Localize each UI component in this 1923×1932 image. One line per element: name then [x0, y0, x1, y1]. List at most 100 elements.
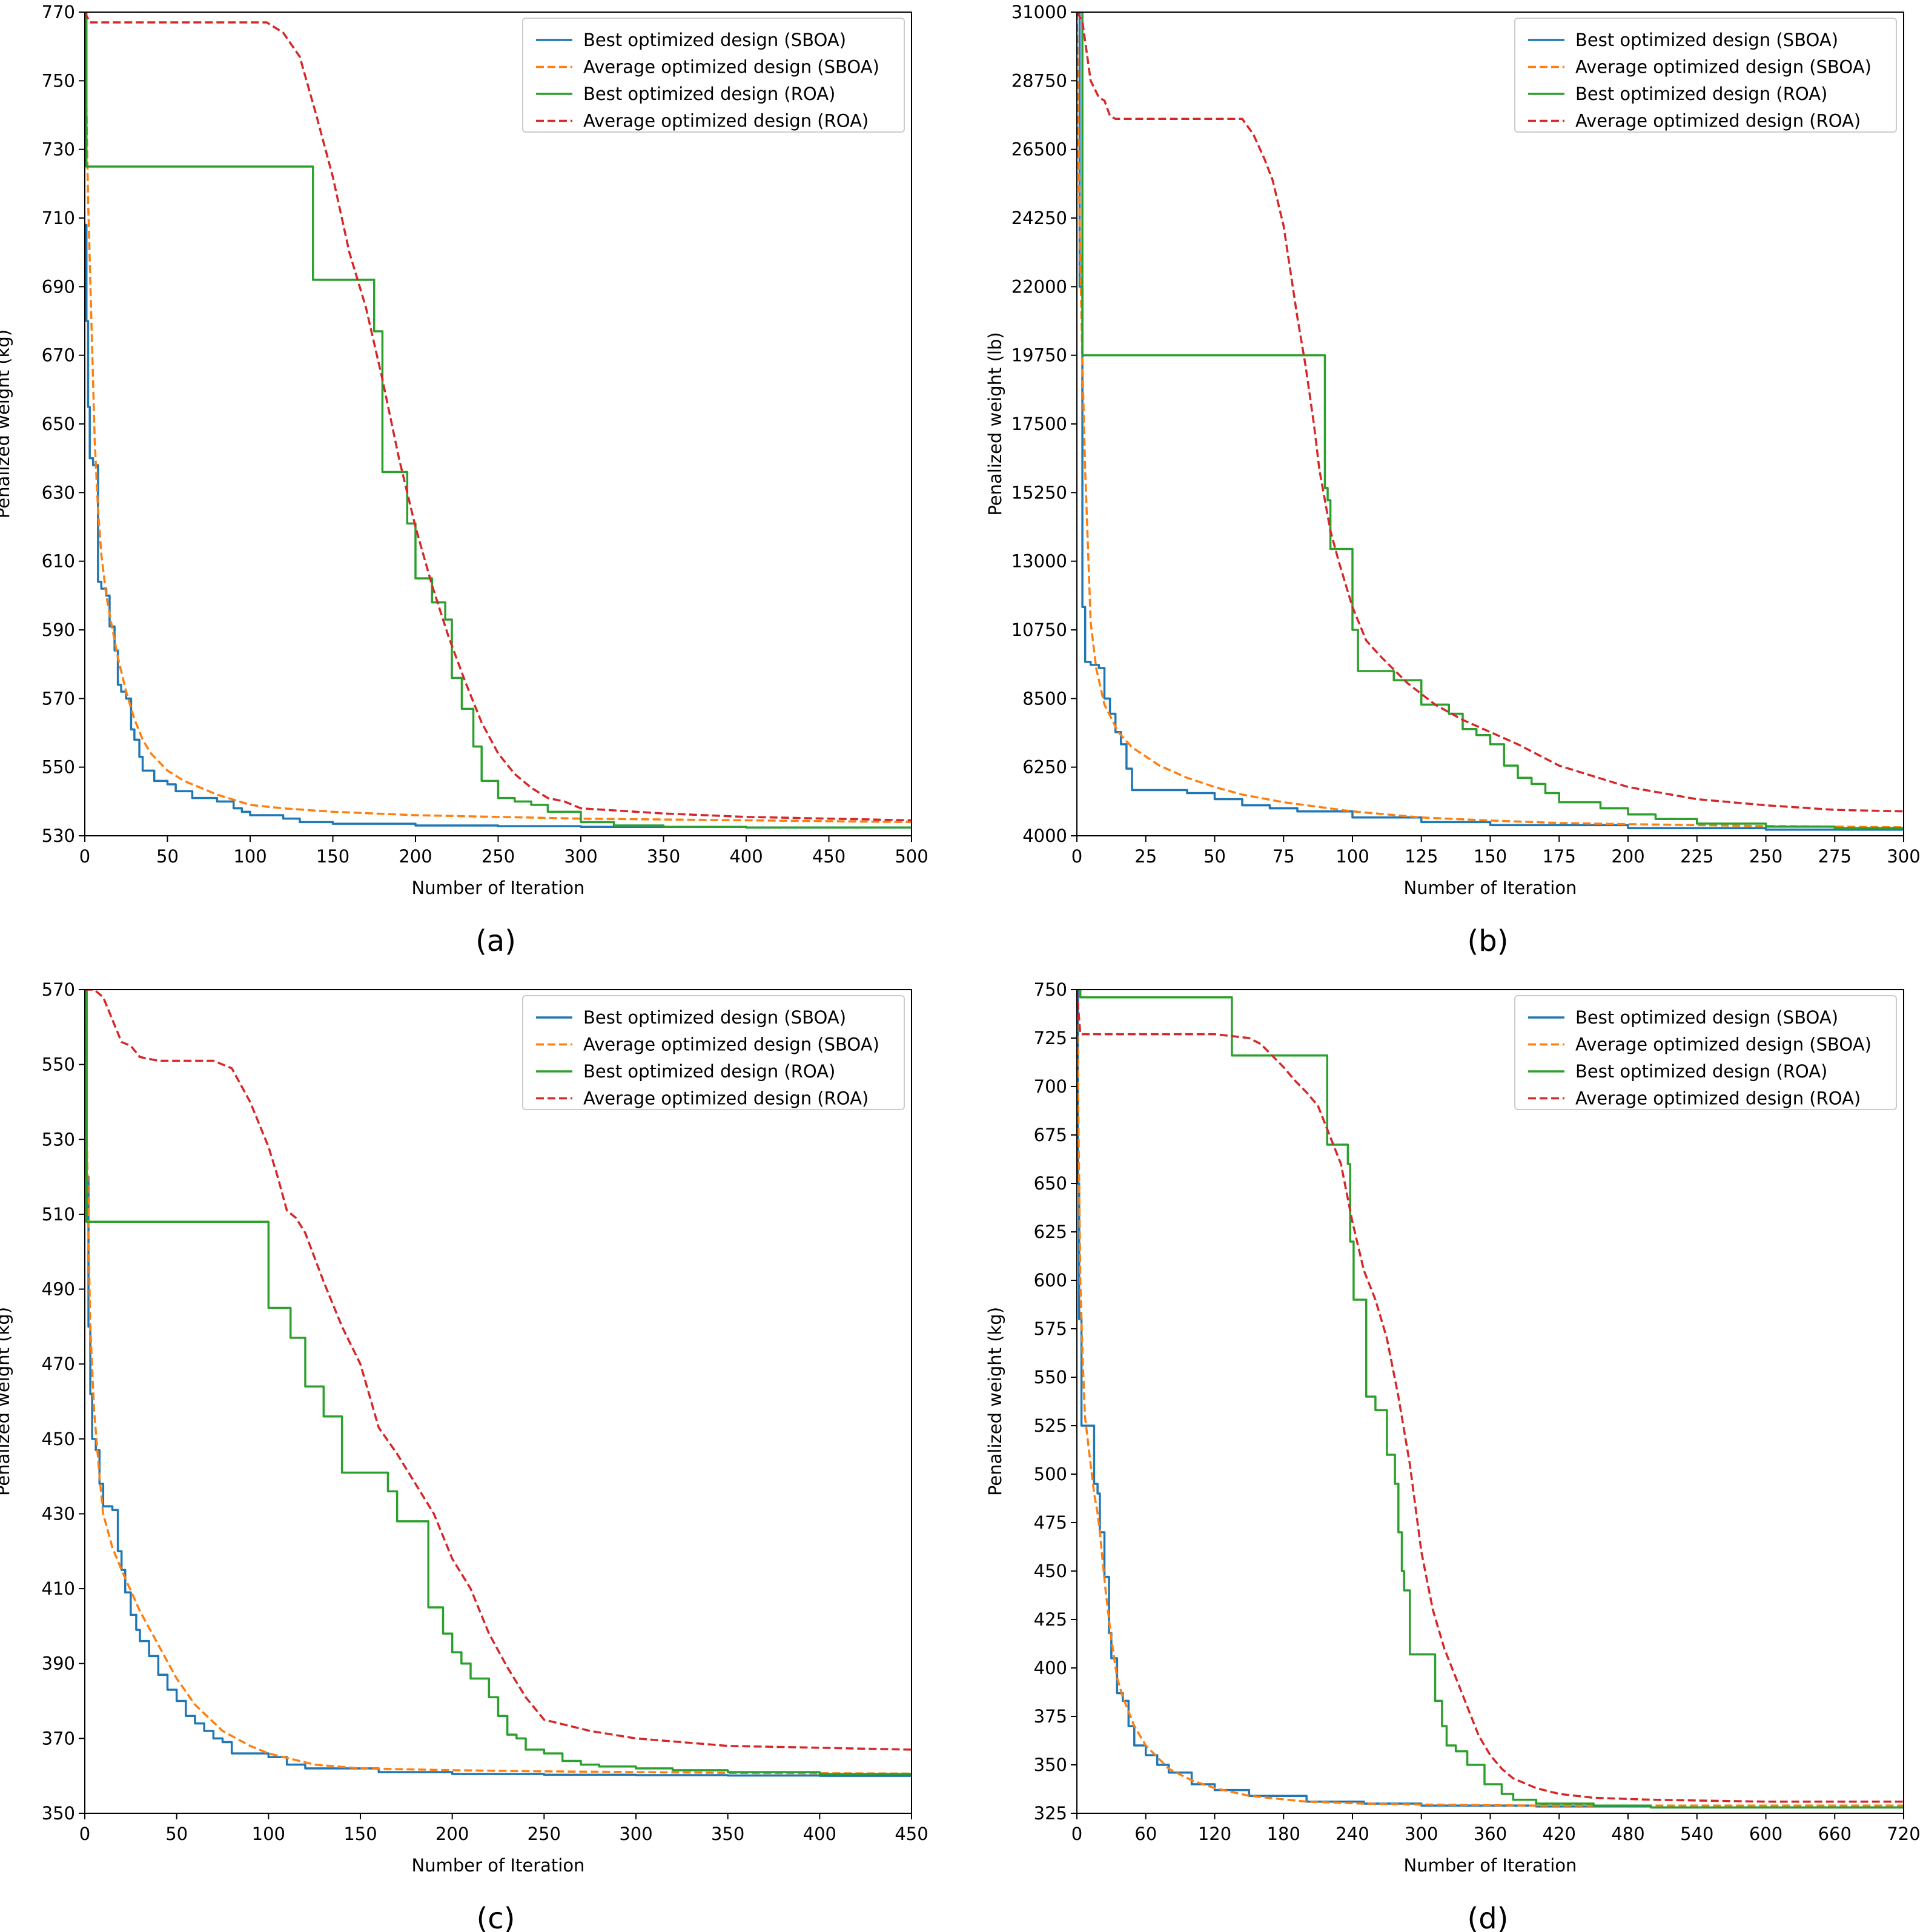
x-axis-label: Number of Iteration	[412, 878, 585, 898]
series-line-1	[1077, 990, 1904, 1809]
y-tick-label: 750	[42, 70, 75, 91]
x-tick-label: 450	[895, 1824, 928, 1844]
y-tick-label: 24250	[1011, 208, 1067, 228]
y-tick-label: 8500	[1022, 688, 1067, 709]
y-tick-label: 10750	[1011, 620, 1067, 640]
y-tick-label: 470	[42, 1354, 75, 1374]
legend-entry-best-sboa: Best optimized design (SBOA)	[1528, 1007, 1838, 1028]
x-tick-label: 480	[1611, 1824, 1644, 1844]
y-axis-ticks: 530 550 570 590 610 630 650 670 690 710 730 750 770	[42, 2, 85, 846]
y-axis-label: Penalized weight (kg)	[0, 329, 13, 518]
y-tick-label: 510	[42, 1204, 75, 1225]
legend-label: Average optimized design (ROA)	[583, 111, 869, 131]
y-tick-label: 625	[1034, 1222, 1067, 1242]
x-axis-ticks: 0 25 50 75 100 125 150 175 200 225 250 275 300	[1071, 836, 1921, 867]
series-line-4	[1077, 12, 1904, 813]
x-tick-label: 350	[711, 1824, 744, 1844]
x-tick-label: 600	[1749, 1824, 1782, 1844]
y-tick-label: 750	[1034, 979, 1067, 1000]
y-tick-label: 600	[1034, 1270, 1067, 1291]
y-tick-label: 650	[1034, 1173, 1067, 1194]
y-tick-label: 26500	[1011, 139, 1067, 160]
y-axis-ticks: 350 370 390 410 430 450 470 490 510 530 550 570	[42, 979, 85, 1824]
legend-label: Average optimized design (ROA)	[1575, 1088, 1861, 1109]
legend-entry-best-roa: Best optimized design (ROA)	[1528, 84, 1827, 104]
x-axis-label: Number of Iteration	[412, 1855, 585, 1876]
legend-label: Best optimized design (ROA)	[583, 1061, 835, 1082]
x-axis-label: Number of Iteration	[1404, 1855, 1577, 1876]
chart-panel-c: 350 370 390 410 430 450 470 490 510 530 550 570 0 50…	[0, 979, 928, 1932]
legend-entry-average-sboa: Average optimized design (SBOA)	[1528, 1034, 1872, 1055]
x-tick-label: 125	[1405, 846, 1438, 867]
y-tick-label: 590	[42, 620, 75, 640]
x-tick-label: 100	[1336, 846, 1369, 867]
panel-caption: (a)	[475, 924, 516, 958]
legend-label: Average optimized design (ROA)	[583, 1088, 869, 1109]
series-line-4	[85, 990, 912, 1751]
y-tick-label: 17500	[1011, 414, 1067, 434]
y-tick-label: 570	[42, 979, 75, 1000]
y-tick-label: 770	[42, 2, 75, 22]
plot-frame	[84, 12, 912, 836]
legend-label: Average optimized design (SBOA)	[1575, 1034, 1872, 1055]
x-tick-label: 0	[1071, 846, 1082, 867]
x-tick-label: 200	[435, 1824, 469, 1844]
y-tick-label: 700	[1034, 1076, 1067, 1097]
y-tick-label: 13000	[1011, 551, 1067, 572]
x-tick-label: 150	[1474, 846, 1507, 867]
chart-legend: Best optimized design (SBOA) Average opt…	[1514, 18, 1897, 133]
panel-caption: (c)	[477, 1902, 515, 1932]
y-tick-label: 530	[42, 1129, 75, 1150]
y-tick-label: 430	[42, 1503, 75, 1524]
y-axis-label: Penalized weight (kg)	[985, 1307, 1005, 1496]
y-tick-label: 475	[1034, 1512, 1067, 1533]
y-tick-label: 630	[42, 482, 75, 503]
y-tick-label: 690	[42, 276, 75, 297]
series-line-3	[85, 990, 912, 1776]
y-tick-label: 530	[42, 825, 75, 846]
y-tick-label: 675	[1034, 1125, 1067, 1145]
panel-caption: (d)	[1468, 1902, 1509, 1932]
x-tick-label: 350	[647, 846, 680, 867]
series-line-1	[1077, 12, 1904, 831]
series-lines	[1077, 990, 1904, 1809]
legend-entry-average-sboa: Average optimized design (SBOA)	[536, 57, 879, 78]
y-tick-label: 375	[1034, 1706, 1067, 1727]
x-axis-ticks: 0 60 120 180 240 300 360 420 480 540 600 660 720	[1071, 1813, 1921, 1844]
y-axis-ticks: 325 350 375 400 425 450 475 500 525 550 575 600 625 6…	[1034, 979, 1077, 1824]
series-line-2	[85, 990, 912, 1775]
legend-label: Best optimized design (ROA)	[1575, 1061, 1827, 1082]
x-tick-label: 0	[79, 846, 90, 867]
x-tick-label: 120	[1198, 1824, 1231, 1844]
y-tick-label: 390	[42, 1653, 75, 1674]
y-tick-label: 15250	[1011, 482, 1067, 503]
x-tick-label: 225	[1680, 846, 1713, 867]
series-line-3	[85, 12, 912, 829]
x-tick-label: 200	[399, 846, 432, 867]
legend-label: Best optimized design (ROA)	[583, 84, 835, 104]
legend-entry-average-roa: Average optimized design (ROA)	[536, 1088, 869, 1109]
x-tick-label: 200	[1611, 846, 1644, 867]
x-tick-label: 420	[1543, 1824, 1576, 1844]
y-tick-label: 31000	[1011, 2, 1067, 22]
legend-box	[1514, 995, 1897, 1110]
legend-label: Best optimized design (SBOA)	[1575, 1007, 1838, 1028]
legend-entry-average-roa: Average optimized design (ROA)	[1528, 1088, 1861, 1109]
x-axis-label: Number of Iteration	[1404, 878, 1577, 898]
y-tick-label: 730	[42, 139, 75, 160]
legend-label: Best optimized design (SBOA)	[583, 1007, 846, 1028]
legend-entry-best-roa: Best optimized design (ROA)	[536, 1061, 835, 1082]
x-tick-label: 250	[528, 1824, 561, 1844]
y-tick-label: 550	[42, 757, 75, 778]
chart-panel-d: 3253503754004254504755005255505756006256…	[985, 979, 1921, 1932]
x-tick-label: 75	[1273, 846, 1295, 867]
plot-frame	[1076, 12, 1904, 836]
legend-entry-best-sboa: Best optimized design (SBOA)	[1528, 30, 1838, 50]
series-line-1	[85, 223, 912, 829]
chart-legend: Best optimized design (SBOA) Average opt…	[522, 995, 905, 1110]
legend-box	[522, 995, 905, 1110]
x-tick-label: 250	[482, 846, 515, 867]
series-line-2	[1077, 12, 1904, 829]
